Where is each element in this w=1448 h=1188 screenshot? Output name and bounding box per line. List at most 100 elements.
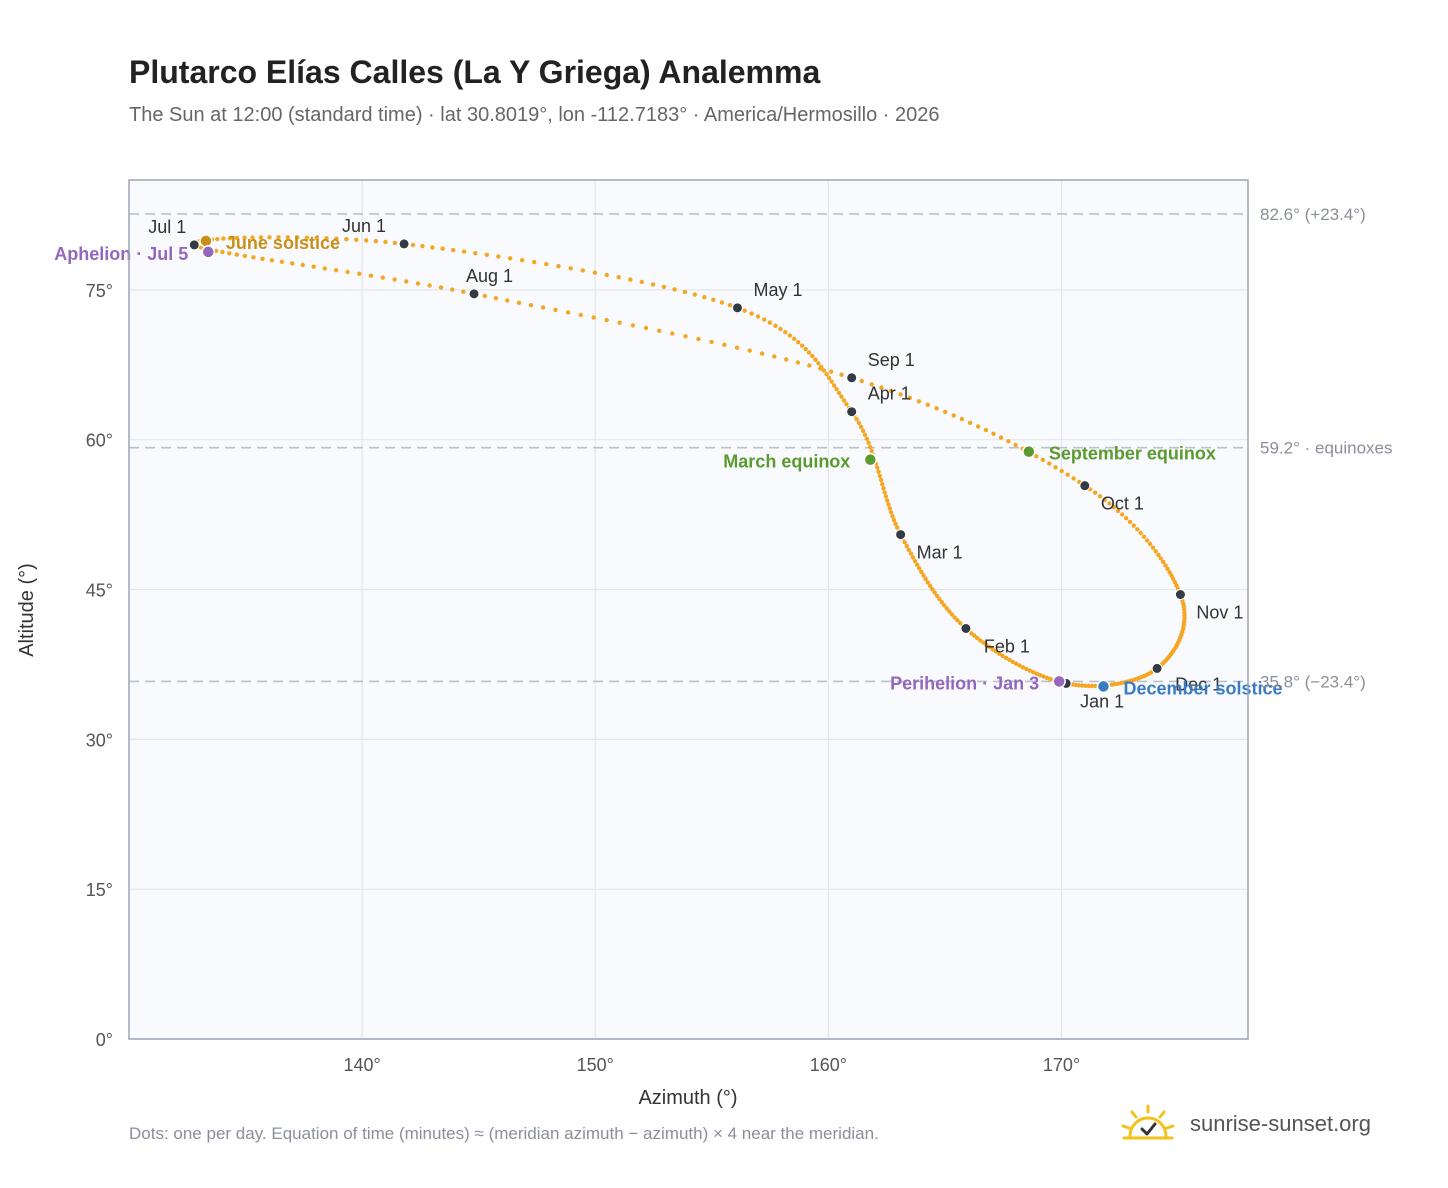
month-marker (1079, 480, 1091, 492)
daily-sun-dot (258, 235, 264, 240)
month-marker (398, 238, 410, 250)
daily-sun-dot (1059, 468, 1064, 474)
daily-sun-dot (803, 346, 808, 352)
daily-sun-dot (322, 266, 327, 271)
footnote: Dots: one per day. Equation of time (min… (129, 1124, 879, 1143)
daily-sun-dot (957, 620, 963, 626)
daily-sun-dot (887, 506, 892, 511)
month-label: Jun 1 (342, 216, 386, 236)
daily-sun-dot (824, 372, 829, 377)
daily-sun-dot (1007, 657, 1012, 662)
daily-sun-dot (869, 382, 874, 387)
daily-sun-dot (991, 431, 996, 436)
daily-sun-dot (1027, 668, 1033, 673)
daily-sun-dot (883, 494, 889, 499)
daily-sun-dot (1150, 545, 1156, 550)
daily-sun-dot (888, 388, 894, 394)
daily-sun-dot (314, 235, 319, 241)
daily-sun-dot (227, 251, 232, 256)
daily-sun-dot (967, 420, 973, 425)
daily-sun-dot (516, 300, 522, 305)
daily-sun-dot (821, 368, 827, 373)
daily-sun-dot (951, 413, 956, 418)
month-label: Mar 1 (917, 543, 963, 563)
event-label: March equinox (723, 452, 850, 472)
daily-sun-dot (844, 402, 849, 407)
daily-sun-dot (1135, 527, 1140, 532)
daily-sun-dot (440, 246, 445, 251)
daily-sun-dot (267, 235, 272, 240)
daily-sun-dot (886, 502, 891, 507)
month-label: Jul 1 (148, 217, 186, 237)
daily-sun-dot (975, 635, 980, 641)
daily-sun-dot (556, 264, 561, 269)
x-tick-label: 150° (577, 1055, 614, 1075)
daily-sun-dot (415, 281, 421, 286)
daily-sun-dot (829, 379, 834, 384)
daily-sun-dot (592, 270, 598, 275)
daily-sun-dot (683, 334, 688, 339)
daily-sun-dot (925, 402, 930, 407)
daily-sun-dot (858, 424, 864, 430)
daily-sun-dot (767, 320, 773, 325)
daily-sun-dot (290, 261, 295, 266)
daily-sun-dot (354, 237, 359, 242)
daily-sun-dot (404, 279, 409, 284)
daily-sun-dot (907, 395, 912, 400)
daily-sun-dot (898, 392, 903, 397)
x-axis-label: Azimuth (°) (638, 1087, 737, 1109)
daily-sun-dot (787, 333, 793, 338)
daily-sun-dot (540, 305, 546, 310)
daily-sun-dot (215, 236, 220, 242)
daily-sun-dot (711, 297, 716, 302)
daily-sun-dot (702, 295, 707, 300)
daily-sun-dot (937, 596, 942, 602)
daily-sun-dot (839, 394, 844, 399)
daily-sun-dot (1024, 666, 1029, 672)
daily-sun-dot (806, 350, 812, 355)
daily-sun-dot (888, 510, 894, 515)
daily-sun-dot (762, 317, 767, 322)
daily-sun-dot (1169, 573, 1174, 578)
daily-sun-dot (528, 303, 534, 308)
daily-sun-dot (881, 486, 886, 491)
daily-sun-dot (304, 235, 310, 240)
daily-sun-dot (727, 303, 733, 308)
daily-sun-dot (250, 235, 255, 240)
daily-sun-dot (921, 573, 926, 578)
daily-sun-dot (696, 336, 701, 342)
month-label: Nov 1 (1196, 603, 1243, 623)
daily-sun-dot (818, 366, 823, 371)
month-label: Sep 1 (868, 350, 915, 370)
daily-sun-dot (1163, 563, 1168, 568)
daily-sun-dot (1003, 655, 1009, 660)
daily-sun-dot (944, 606, 949, 611)
reference-line-label: 82.6° (+23.4°) (1260, 205, 1366, 224)
daily-sun-dot (344, 237, 349, 242)
daily-sun-dot (1086, 683, 1091, 689)
daily-sun-dot (373, 239, 379, 244)
daily-sun-dot (784, 357, 789, 362)
daily-sun-dot (1158, 556, 1164, 561)
daily-sun-dot (891, 517, 897, 523)
daily-sun-dot (427, 283, 432, 288)
month-label: May 1 (753, 280, 802, 300)
daily-sun-dot (959, 416, 965, 422)
daily-sun-dot (420, 243, 425, 249)
daily-sun-dot (749, 311, 754, 316)
daily-sun-dot (1044, 675, 1050, 680)
daily-sun-dot (952, 615, 957, 620)
daily-sun-dot (878, 477, 884, 483)
daily-sun-dot (984, 642, 989, 648)
daily-sun-dot (869, 448, 874, 454)
month-marker (188, 239, 200, 251)
daily-sun-dot (1013, 661, 1019, 666)
daily-sun-dot (1034, 454, 1039, 459)
daily-sun-dot (759, 351, 765, 356)
month-label: Aug 1 (466, 266, 513, 286)
brand-name: sunrise-sunset.org (1190, 1111, 1371, 1136)
month-marker (731, 302, 743, 314)
brand-link[interactable]: sunrise-sunset.org (1120, 1102, 1371, 1146)
daily-sun-dot (841, 398, 847, 403)
daily-sun-dot (1053, 465, 1058, 470)
